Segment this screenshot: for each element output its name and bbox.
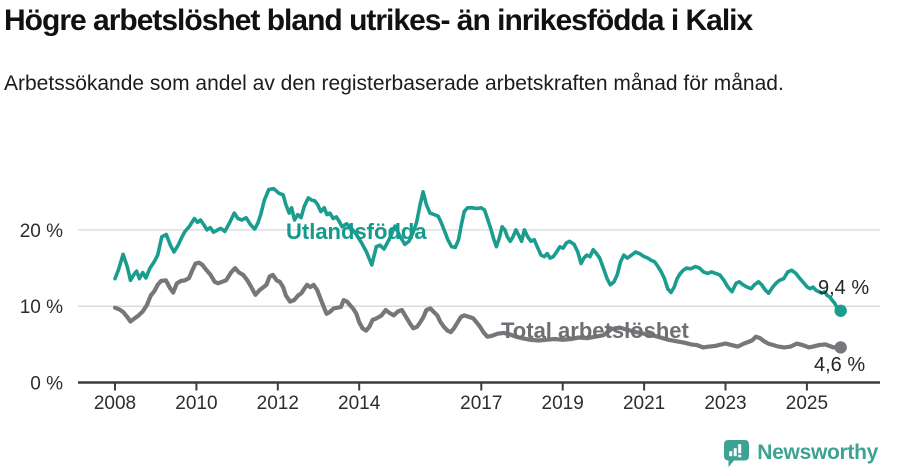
end-value-utlandsfodda: 9,4 % (818, 277, 870, 299)
y-tick-label-0: 0 % (30, 374, 63, 395)
end-dot-total (834, 341, 847, 354)
x-tick-label-2019: 2019 (542, 393, 584, 414)
x-tick-label-2017: 2017 (460, 393, 502, 414)
x-tick-label-2023: 2023 (704, 393, 746, 414)
series-label-total-arbetsloshet: Total arbetslöshet (501, 318, 689, 343)
x-tick-label-2010: 2010 (175, 393, 217, 414)
end-value-total: 4,6 % (814, 354, 866, 376)
series-label-utlandsfodda: Utlandsfödda (286, 219, 427, 244)
y-tick-label-10: 10 % (20, 297, 63, 318)
x-tick-label-2014: 2014 (338, 393, 381, 414)
newsworthy-chart-bubble-icon (724, 439, 750, 467)
line-series-total (112, 260, 843, 350)
chart-subtitle: Arbetssökande som andel av den registerb… (4, 72, 784, 95)
newsworthy-logo: Newsworthy (723, 438, 878, 468)
x-tick-label-2012: 2012 (257, 393, 299, 414)
x-tick-label-2025: 2025 (786, 393, 828, 414)
x-tick-label-2008: 2008 (94, 393, 136, 414)
page-title: Högre arbetslöshet bland utrikes- än inr… (4, 4, 753, 37)
y-tick-label-20: 20 % (20, 221, 63, 242)
newsworthy-wordmark: Newsworthy (757, 441, 878, 464)
x-tick-label-2021: 2021 (623, 393, 665, 414)
line-series-utlandsfodda (113, 186, 843, 313)
end-dot-utlandsfodda (834, 304, 847, 317)
